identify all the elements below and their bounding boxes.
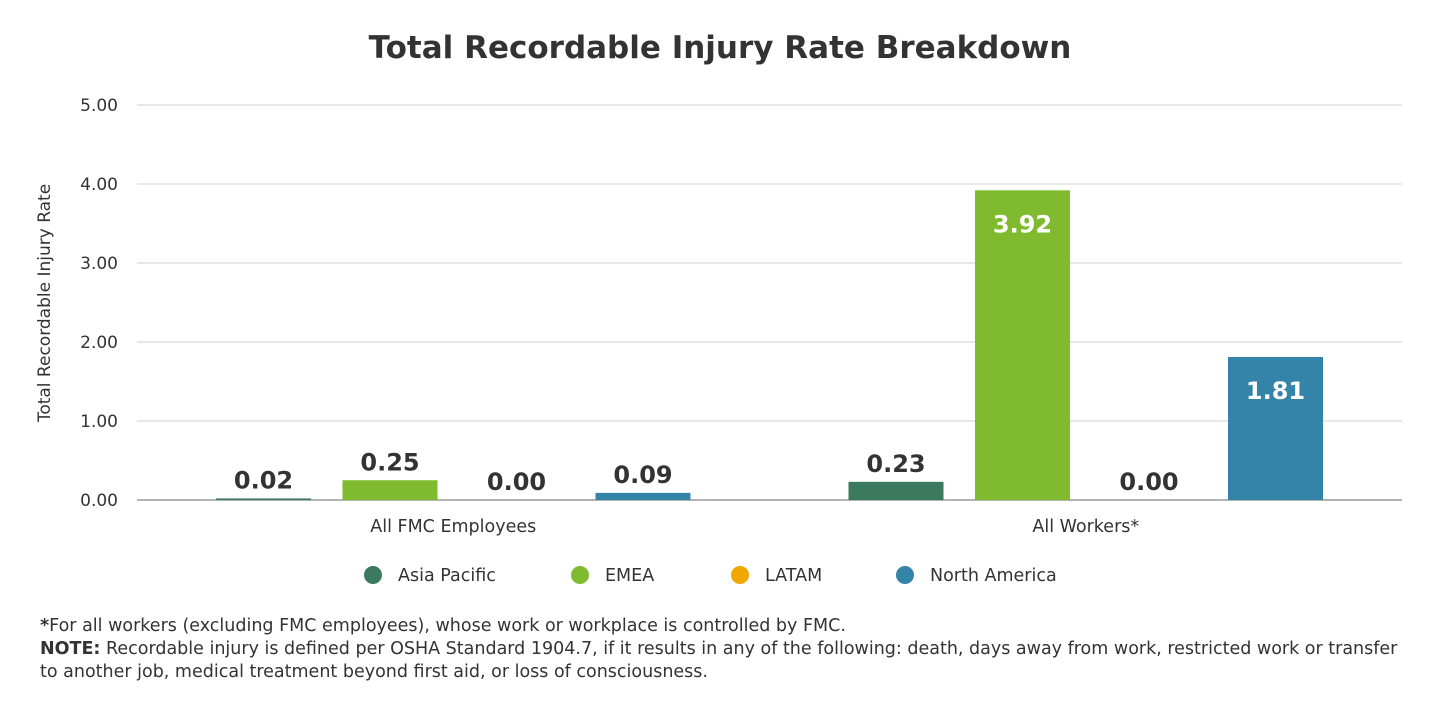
y-tick-label: 0.00 (80, 491, 118, 511)
data-label: 0.23 (866, 450, 925, 478)
data-label: 0.00 (1119, 468, 1178, 496)
data-label: 0.00 (487, 468, 546, 496)
bar-emea (342, 480, 438, 500)
legend-marker (571, 566, 589, 584)
y-tick-label: 4.00 (80, 175, 118, 195)
x-category-label: All FMC Employees (370, 517, 536, 537)
data-label: 0.09 (613, 461, 672, 489)
bar-north-america (595, 492, 691, 500)
y-tick-label: 2.00 (80, 333, 118, 353)
y-tick-label: 1.00 (80, 412, 118, 432)
legend-label: EMEA (605, 566, 654, 586)
bar-chart: Total Recordable Injury Rate Breakdown 0.… (35, 30, 1402, 586)
legend-marker (731, 566, 749, 584)
legend-marker (896, 566, 914, 584)
data-label: 3.92 (993, 210, 1052, 238)
data-label: 0.02 (234, 466, 293, 494)
y-tick-label: 3.00 (80, 254, 118, 274)
bar-north-america (1228, 357, 1323, 500)
legend-label: Asia Pacific (398, 566, 496, 586)
note-footnote: NOTE: Recordable injury is defined per O… (40, 639, 1398, 682)
legend-marker (364, 566, 382, 584)
footnote: *For all workers (excluding FMC employee… (40, 615, 1420, 684)
legend-label: North America (930, 566, 1057, 586)
bar-asia-pacific (848, 481, 944, 500)
legend-label: LATAM (765, 566, 822, 586)
bar-asia-pacific (216, 498, 311, 500)
data-label: 0.25 (360, 448, 419, 476)
y-axis-label: Total Recordable Injury Rate (35, 184, 55, 423)
y-tick-label: 5.00 (80, 96, 118, 116)
chart-title: Total Recordable Injury Rate Breakdown (369, 30, 1072, 66)
data-label: 1.81 (1246, 377, 1305, 405)
asterisk-footnote: *For all workers (excluding FMC employee… (40, 616, 846, 636)
x-category-label: All Workers* (1032, 517, 1139, 537)
bar-emea (975, 190, 1070, 500)
